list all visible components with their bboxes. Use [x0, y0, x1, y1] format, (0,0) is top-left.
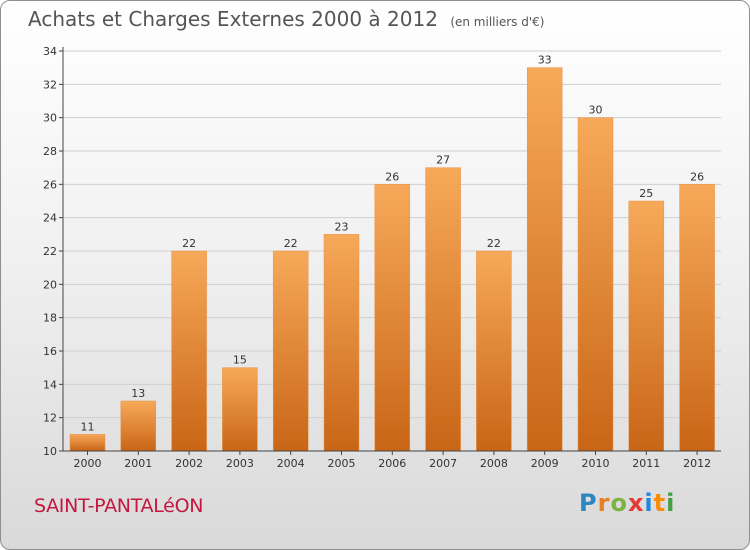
y-tick-label: 34	[43, 45, 57, 58]
bar-2005	[323, 234, 360, 452]
x-tick-label: 2012	[683, 457, 711, 470]
x-tick-label: 2003	[226, 457, 254, 470]
x-tick-label: 2007	[429, 457, 457, 470]
bar-value-label: 26	[385, 170, 399, 183]
bar-value-label: 30	[589, 104, 603, 117]
y-tick-label: 20	[43, 278, 57, 291]
logo-letter: r	[597, 489, 611, 517]
y-tick-label: 24	[43, 212, 57, 225]
y-tick-label: 12	[43, 412, 57, 425]
y-tick-label: 26	[43, 178, 57, 191]
bar-value-label: 27	[436, 154, 450, 167]
y-tick-label: 30	[43, 112, 57, 125]
bar-2000	[69, 434, 106, 452]
bar-value-label: 22	[182, 237, 196, 250]
x-tick-label: 2002	[175, 457, 203, 470]
y-tick-label: 10	[43, 445, 57, 458]
bar-2012	[679, 184, 715, 452]
x-tick-label: 2005	[328, 457, 356, 470]
logo-letter: i	[644, 489, 654, 517]
bar-value-label: 11	[81, 420, 95, 433]
x-tick-label: 2011	[632, 457, 660, 470]
y-tick-label: 14	[43, 378, 57, 391]
x-tick-label: 2008	[480, 457, 508, 470]
bar-2004	[272, 250, 309, 452]
bar-2011	[628, 200, 665, 452]
y-tick-label: 18	[43, 312, 57, 325]
bar-value-label: 13	[131, 387, 145, 400]
chart-title-unit: (en milliers d'€)	[450, 15, 545, 29]
y-tick-label: 28	[43, 145, 57, 158]
logo-letter: o	[610, 489, 628, 517]
y-tick-label: 16	[43, 345, 57, 358]
chart-title: Achats et Charges Externes 2000 à 2012 (…	[28, 7, 544, 31]
x-tick-label: 2004	[277, 457, 305, 470]
x-tick-label: 2009	[531, 457, 559, 470]
axes: 10 12 14 16 18 20 22 24 26 28 30 32 34 2000 2001 2002 20…	[43, 45, 721, 470]
bar-2007	[425, 167, 461, 452]
bar-2010	[577, 117, 614, 452]
bar-value-label: 22	[487, 237, 501, 250]
x-tick-label: 2010	[582, 457, 610, 470]
bar-2002	[171, 250, 207, 452]
bars: 11 13 22 15 22 23 26 27 22 33 30 25 26	[69, 54, 715, 452]
logo-letter: x	[627, 489, 645, 517]
x-tick-label: 2006	[378, 457, 406, 470]
chart-title-main: Achats et Charges Externes 2000 à 2012	[28, 7, 438, 31]
bar-value-label: 15	[233, 354, 247, 367]
y-tick-label: 22	[43, 245, 57, 258]
commune-name: SAINT-PANTALéON	[34, 495, 204, 517]
bar-value-label: 23	[335, 220, 349, 233]
logo-letter: i	[666, 489, 676, 517]
bar-2006	[374, 184, 411, 452]
x-tick-label: 2000	[74, 457, 102, 470]
bar-2003	[222, 367, 258, 452]
bar-value-label: 26	[690, 170, 704, 183]
logo-letter: t	[653, 489, 667, 517]
logo-letter: P	[579, 489, 598, 517]
bar-2008	[476, 250, 512, 452]
bar-value-label: 25	[639, 187, 653, 200]
proxiti-logo: Proxiti	[579, 489, 675, 517]
bar-2001	[120, 400, 157, 452]
y-tick-label: 32	[43, 78, 57, 91]
x-tick-label: 2001	[124, 457, 152, 470]
bar-value-label: 22	[284, 237, 298, 250]
bar-value-label: 33	[538, 54, 552, 67]
bar-2009	[526, 67, 563, 452]
